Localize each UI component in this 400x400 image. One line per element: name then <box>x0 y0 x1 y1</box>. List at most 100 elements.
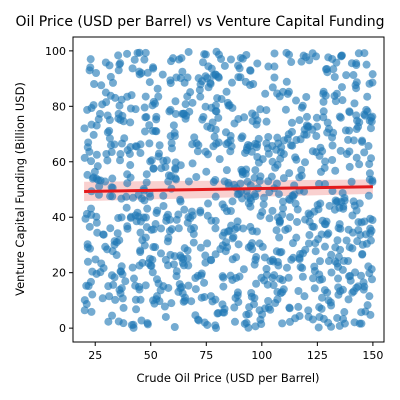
data-point <box>240 113 249 122</box>
data-point <box>86 55 95 64</box>
data-point <box>302 92 311 101</box>
data-point <box>345 243 354 252</box>
data-point <box>347 177 356 186</box>
data-point <box>329 128 338 137</box>
data-point <box>256 315 265 324</box>
data-point <box>248 116 257 125</box>
data-point <box>345 162 354 171</box>
data-point <box>220 61 229 70</box>
data-point <box>207 256 216 265</box>
data-point <box>224 178 233 187</box>
data-point <box>183 92 192 101</box>
data-point <box>242 310 251 319</box>
data-point <box>357 308 366 317</box>
data-point <box>278 210 287 219</box>
data-point <box>238 132 247 141</box>
data-point <box>271 298 280 307</box>
data-point <box>218 308 227 317</box>
data-point <box>155 141 164 150</box>
data-point <box>159 202 168 210</box>
data-point <box>87 157 96 166</box>
data-point <box>304 239 313 248</box>
data-point <box>172 73 181 82</box>
data-point <box>193 271 202 280</box>
data-point <box>81 214 90 223</box>
data-point <box>125 149 134 158</box>
data-point <box>233 217 242 226</box>
data-point <box>132 142 141 151</box>
data-point <box>171 164 180 173</box>
data-point <box>320 286 329 295</box>
data-point <box>136 295 145 304</box>
x-tick-label: 100 <box>251 349 272 362</box>
data-point <box>312 113 321 122</box>
data-point <box>340 256 349 265</box>
data-point <box>102 149 111 158</box>
data-point <box>114 66 123 75</box>
data-point <box>302 130 311 139</box>
data-point <box>99 230 108 239</box>
data-point <box>338 188 347 197</box>
data-point <box>291 199 300 208</box>
data-point <box>354 226 363 235</box>
data-point <box>252 143 261 152</box>
data-point <box>101 58 110 67</box>
data-point <box>289 253 298 262</box>
data-point <box>195 85 204 94</box>
data-point <box>328 141 337 150</box>
data-point <box>116 59 125 68</box>
data-point <box>156 286 165 295</box>
data-point <box>308 49 317 58</box>
x-tick-label: 125 <box>307 349 328 362</box>
data-point <box>106 224 115 233</box>
data-point <box>193 147 202 156</box>
data-point <box>211 101 220 110</box>
data-point <box>368 70 377 79</box>
data-point <box>310 284 319 293</box>
data-point <box>126 161 135 170</box>
data-point <box>264 303 273 312</box>
data-point <box>262 106 271 115</box>
data-point <box>105 126 114 135</box>
data-point <box>320 163 329 172</box>
data-point <box>108 247 117 256</box>
data-point <box>164 283 173 292</box>
data-point <box>94 115 103 124</box>
data-point <box>161 312 170 321</box>
points-layer <box>80 47 377 333</box>
data-point <box>342 71 351 80</box>
data-point <box>200 293 209 302</box>
data-point <box>355 199 364 208</box>
data-point <box>163 210 172 219</box>
data-point <box>166 76 175 85</box>
data-point <box>188 159 197 168</box>
data-point <box>312 132 321 141</box>
data-point <box>310 262 319 271</box>
data-point <box>140 55 149 64</box>
data-point <box>208 118 217 127</box>
data-point <box>333 314 342 323</box>
data-point <box>126 143 135 152</box>
data-point <box>278 319 287 328</box>
data-point <box>153 206 162 215</box>
data-point <box>222 140 231 149</box>
data-point <box>162 156 171 165</box>
data-point <box>171 158 180 167</box>
data-point <box>143 68 152 77</box>
data-point <box>153 84 162 93</box>
data-point <box>230 303 239 312</box>
data-point <box>170 132 179 141</box>
data-point <box>108 174 117 183</box>
data-point <box>105 134 114 143</box>
data-point <box>135 48 144 57</box>
data-point <box>304 306 313 315</box>
data-point <box>136 228 145 237</box>
data-point <box>107 271 116 280</box>
data-point <box>334 224 343 233</box>
data-point <box>331 257 340 266</box>
data-point <box>132 305 141 314</box>
data-point <box>105 115 114 124</box>
data-point <box>140 103 149 112</box>
data-point <box>200 278 209 287</box>
data-point <box>141 213 150 222</box>
